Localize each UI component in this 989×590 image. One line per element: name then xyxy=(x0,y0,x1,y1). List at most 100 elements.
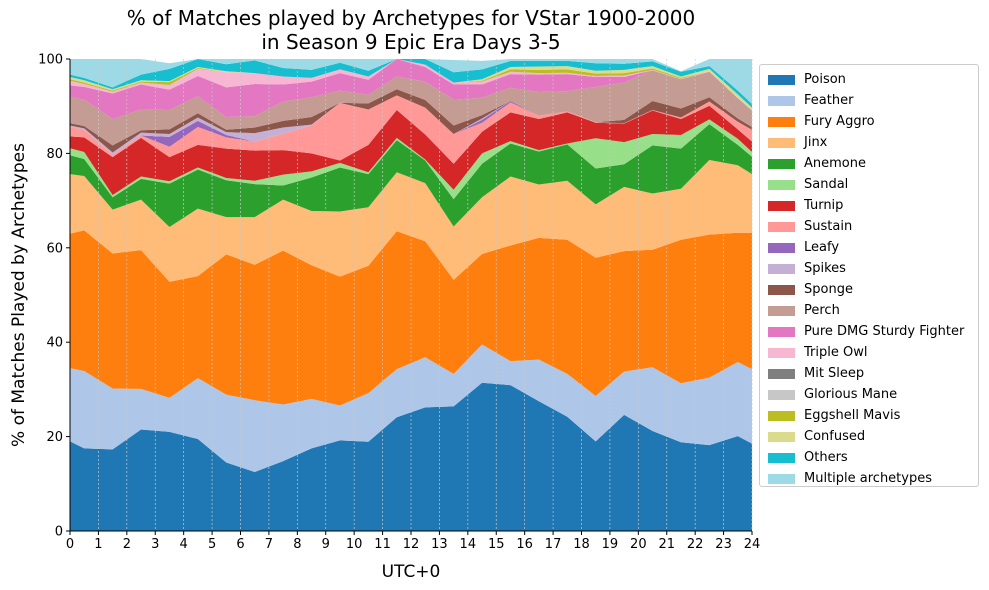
x-tick-label: 15 xyxy=(488,537,505,552)
area-multiple-archetypes xyxy=(70,59,752,104)
x-tick-label: 9 xyxy=(322,537,330,552)
legend-item: Multiple archetypes xyxy=(768,468,978,489)
legend-label: Feather xyxy=(804,93,854,108)
legend-swatch xyxy=(768,95,795,106)
legend-label: Others xyxy=(804,450,848,465)
x-tick-label: 8 xyxy=(293,537,301,552)
legend-label: Pure DMG Sturdy Fighter xyxy=(804,324,965,339)
y-tick-label: 0 xyxy=(55,525,63,540)
legend-label: Eggshell Mavis xyxy=(804,408,901,423)
area-sandal xyxy=(70,119,752,200)
legend-label: Confused xyxy=(804,429,866,444)
x-tick-label: 11 xyxy=(374,537,391,552)
legend-item: Fury Aggro xyxy=(768,111,978,132)
x-tick-label: 21 xyxy=(658,537,675,552)
y-tick-label: 40 xyxy=(46,336,63,351)
legend-item: Mit Sleep xyxy=(768,363,978,384)
legend-item: Perch xyxy=(768,300,978,321)
legend-item: Spikes xyxy=(768,258,978,279)
legend-swatch xyxy=(768,347,795,358)
legend-label: Sponge xyxy=(804,282,853,297)
legend-label: Spikes xyxy=(804,261,846,276)
chart-title-line2: in Season 9 Epic Era Days 3-5 xyxy=(261,30,560,54)
x-tick-label: 24 xyxy=(744,537,761,552)
legend-swatch xyxy=(768,305,795,316)
legend-swatch xyxy=(768,242,795,253)
legend-item: Feather xyxy=(768,90,978,111)
legend-swatch xyxy=(768,368,795,379)
legend-swatch xyxy=(768,158,795,169)
legend-item: Sponge xyxy=(768,279,978,300)
legend-item: Triple Owl xyxy=(768,342,978,363)
area-fury-aggro xyxy=(70,230,752,406)
legend-item: Anemone xyxy=(768,153,978,174)
legend-item: Poison xyxy=(768,69,978,90)
legend-swatch xyxy=(768,326,795,337)
y-axis-label: % of Matches Played by Archetypes xyxy=(9,143,29,447)
legend-swatch xyxy=(768,200,795,211)
x-tick-label: 3 xyxy=(151,537,159,552)
y-tick-label: 80 xyxy=(46,147,63,162)
x-tick-label: 13 xyxy=(431,537,448,552)
legend-label: Poison xyxy=(804,72,846,87)
legend-item: Eggshell Mavis xyxy=(768,405,978,426)
x-tick-label: 6 xyxy=(236,537,244,552)
x-tick-label: 7 xyxy=(265,537,273,552)
axes: 0 1 2 3 4 5 6 7 8 9 10 11 12 13 14 15 16 17 18 19 20 21 22 23 24… xyxy=(38,53,760,553)
legend-swatch xyxy=(768,284,795,295)
legend-label: Leafy xyxy=(804,240,840,255)
legend-label: Sandal xyxy=(804,177,849,192)
x-tick-label: 18 xyxy=(573,537,590,552)
legend-item: Glorious Mane xyxy=(768,384,978,405)
legend-item: Others xyxy=(768,447,978,468)
area-leafy xyxy=(70,95,752,155)
x-tick-label: 4 xyxy=(180,537,188,552)
x-tick-label: 20 xyxy=(630,537,647,552)
legend-swatch xyxy=(768,179,795,190)
x-tick-label: 12 xyxy=(403,537,420,552)
legend-label: Fury Aggro xyxy=(804,114,875,129)
y-tick-label: 100 xyxy=(38,53,63,68)
legend-swatch xyxy=(768,74,795,85)
x-tick-label: 19 xyxy=(602,537,619,552)
legend-swatch xyxy=(768,137,795,148)
legend-label: Sustain xyxy=(804,219,853,234)
y-tick-label: 60 xyxy=(46,241,63,256)
legend-item: Turnip xyxy=(768,195,978,216)
legend-label: Perch xyxy=(804,303,840,318)
legend-label: Jinx xyxy=(804,135,828,150)
x-tick-label: 5 xyxy=(208,537,216,552)
x-tick-label: 16 xyxy=(516,537,533,552)
legend-swatch xyxy=(768,221,795,232)
legend-item: Sandal xyxy=(768,174,978,195)
legend-swatch xyxy=(768,452,795,463)
legend-item: Confused xyxy=(768,426,978,447)
legend-label: Multiple archetypes xyxy=(804,471,932,486)
vertical-grid xyxy=(69,59,753,531)
x-tick-label: 2 xyxy=(123,537,131,552)
legend-swatch xyxy=(768,263,795,274)
x-tick-label: 1 xyxy=(94,537,102,552)
x-tick-label: 0 xyxy=(66,537,74,552)
legend-item: Leafy xyxy=(768,237,978,258)
legend-label: Turnip xyxy=(804,198,844,213)
legend-label: Mit Sleep xyxy=(804,366,865,381)
legend-item: Sustain xyxy=(768,216,978,237)
area-perch xyxy=(70,70,752,146)
legend-label: Glorious Mane xyxy=(804,387,898,402)
legend-item: Pure DMG Sturdy Fighter xyxy=(768,321,978,342)
x-tick-label: 22 xyxy=(687,537,704,552)
x-tick-label: 14 xyxy=(460,537,477,552)
chart-title-line1: % of Matches played by Archetypes for VS… xyxy=(127,6,696,30)
area-sustain xyxy=(70,95,752,164)
x-tick-label: 17 xyxy=(545,537,562,552)
legend-swatch xyxy=(768,431,795,442)
legend-label: Triple Owl xyxy=(804,345,868,360)
legend: Poison Feather Fury Aggro Jinx Anemone Sandal… xyxy=(759,64,979,487)
legend-item: Jinx xyxy=(768,132,978,153)
legend-swatch xyxy=(768,410,795,421)
legend-swatch xyxy=(768,116,795,127)
legend-swatch xyxy=(768,473,795,484)
area-sponge xyxy=(70,89,752,153)
